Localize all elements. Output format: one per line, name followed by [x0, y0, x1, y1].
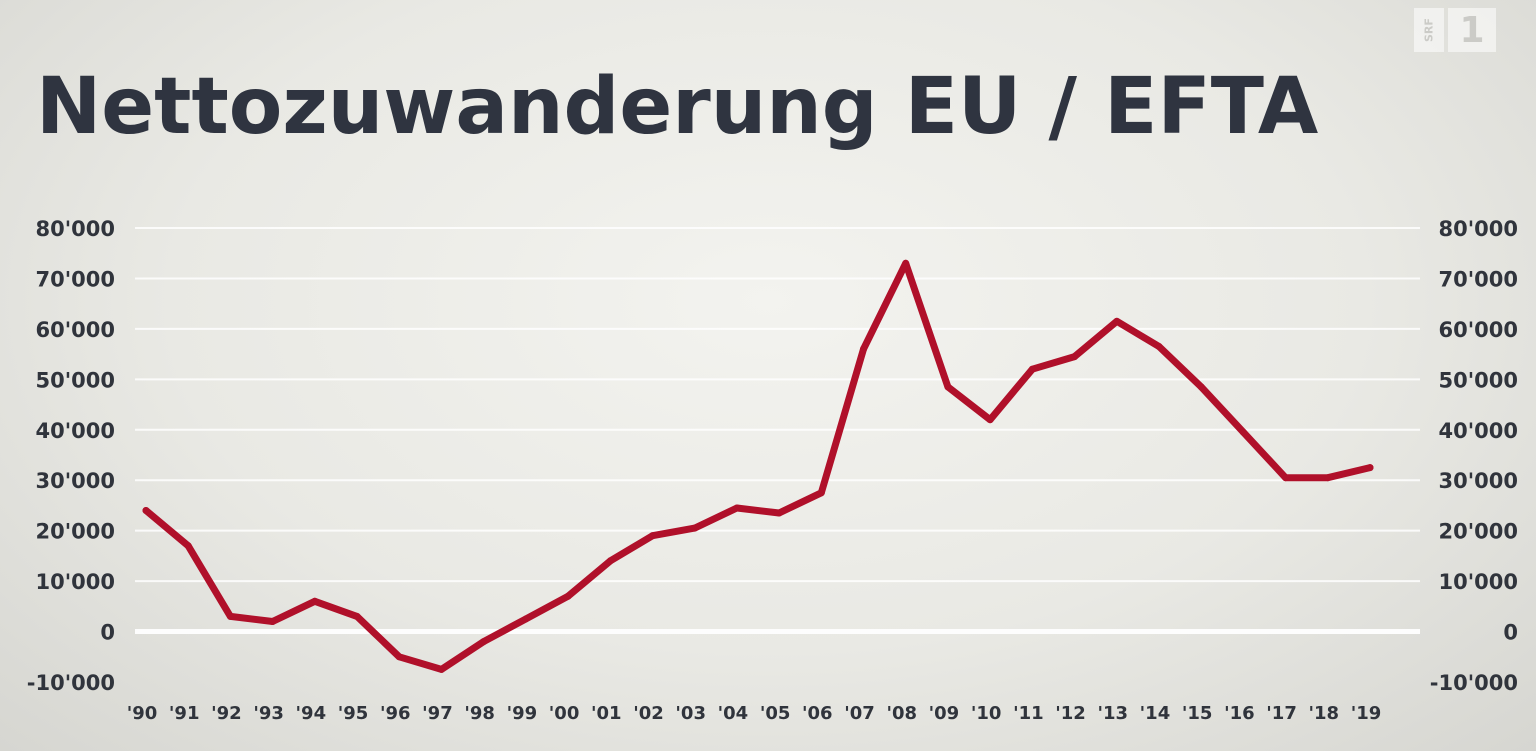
x-tick-label: '99	[507, 703, 538, 724]
chart-title: Nettozuwanderung EU / EFTA	[36, 62, 1319, 152]
x-tick-label: '98	[464, 703, 495, 724]
y-tick-label-left: 80'000	[36, 217, 116, 241]
data-point	[353, 612, 361, 620]
x-tick-label: '94	[296, 703, 327, 724]
x-tick-label: '03	[675, 703, 706, 724]
y-tick-label-right: 70'000	[1439, 267, 1519, 291]
x-tick-label: '11	[1013, 703, 1044, 724]
y-tick-label-right: 10'000	[1439, 570, 1519, 594]
y-tick-label-left: 10'000	[36, 570, 116, 594]
x-tick-label: '91	[169, 703, 200, 724]
data-point	[522, 615, 530, 623]
x-tick-label: '13	[1097, 703, 1128, 724]
x-tick-label: '93	[253, 703, 284, 724]
x-tick-label: '07	[844, 703, 875, 724]
data-point	[860, 345, 868, 353]
y-axis-right: 80'000 70'000 60'000 50'000 40'000 30'000 20'0…	[1430, 217, 1518, 695]
y-tick-label-right: 30'000	[1439, 469, 1519, 493]
y-tick-label-left: 40'000	[36, 419, 116, 443]
series-line	[142, 259, 1374, 673]
y-tick-label-left: 50'000	[36, 368, 116, 392]
x-tick-label: '90	[127, 703, 158, 724]
data-point	[648, 532, 656, 540]
data-point	[606, 557, 614, 565]
data-point	[226, 612, 234, 620]
x-tick-label: '95	[338, 703, 369, 724]
x-axis: '90 '91 '92 '93 '94 '95 '96 '97 '98 '99 '00 '01 '02 '…	[127, 703, 1382, 724]
data-point	[142, 506, 150, 514]
y-tick-label-right: 0	[1503, 621, 1518, 645]
data-point	[437, 665, 445, 673]
data-point	[1197, 383, 1205, 391]
y-tick-label-left: 70'000	[36, 267, 116, 291]
x-tick-label: '05	[760, 703, 791, 724]
data-point	[775, 509, 783, 517]
x-tick-label: '09	[929, 703, 960, 724]
x-tick-label: '92	[211, 703, 242, 724]
x-tick-label: '16	[1224, 703, 1255, 724]
data-point	[944, 383, 952, 391]
x-tick-label: '08	[886, 703, 917, 724]
data-point	[1155, 343, 1163, 351]
x-tick-label: '12	[1055, 703, 1086, 724]
y-tick-label-right: 20'000	[1439, 520, 1519, 544]
y-tick-label-right: -10'000	[1430, 671, 1518, 695]
data-point	[691, 524, 699, 532]
x-tick-label: '06	[802, 703, 833, 724]
data-point	[986, 416, 994, 424]
data-point	[902, 259, 910, 267]
x-tick-label: '18	[1309, 703, 1340, 724]
data-point	[395, 653, 403, 661]
x-tick-label: '15	[1182, 703, 1213, 724]
y-tick-label-right: 80'000	[1439, 217, 1519, 241]
y-tick-label-right: 50'000	[1439, 368, 1519, 392]
x-tick-label: '04	[718, 703, 749, 724]
data-point	[1366, 464, 1374, 472]
channel-number: 1	[1448, 8, 1496, 52]
x-tick-label: '96	[380, 703, 411, 724]
data-point	[1282, 474, 1290, 482]
y-tick-label-right: 40'000	[1439, 419, 1519, 443]
y-tick-label-left: 30'000	[36, 469, 116, 493]
x-tick-label: '97	[422, 703, 453, 724]
data-point	[269, 617, 277, 625]
grid-lines	[135, 227, 1420, 635]
x-tick-label: '10	[971, 703, 1002, 724]
data-point	[733, 504, 741, 512]
x-tick-label: '01	[591, 703, 622, 724]
x-tick-label: '17	[1266, 703, 1297, 724]
y-tick-label-left: 60'000	[36, 318, 116, 342]
y-tick-label-right: 60'000	[1439, 318, 1519, 342]
data-point	[817, 489, 825, 497]
data-point	[564, 592, 572, 600]
x-tick-label: '19	[1351, 703, 1382, 724]
y-tick-label-left: -10'000	[27, 671, 115, 695]
data-point	[1113, 317, 1121, 325]
y-tick-label-left: 0	[100, 621, 115, 645]
x-tick-label: '02	[633, 703, 664, 724]
data-point	[311, 597, 319, 605]
y-tick-label-left: 20'000	[36, 520, 116, 544]
data-point	[1239, 428, 1247, 436]
x-tick-label: '14	[1140, 703, 1171, 724]
series-layer	[142, 259, 1374, 673]
data-point	[1071, 353, 1079, 361]
data-point	[480, 638, 488, 646]
srf1-logo: SRF 1	[1414, 8, 1496, 52]
y-axis-left: 80'000 70'000 60'000 50'000 40'000 30'000 20'0…	[27, 217, 115, 695]
data-point	[184, 542, 192, 550]
x-tick-label: '00	[549, 703, 580, 724]
data-point	[1028, 365, 1036, 373]
data-point	[1324, 474, 1332, 482]
